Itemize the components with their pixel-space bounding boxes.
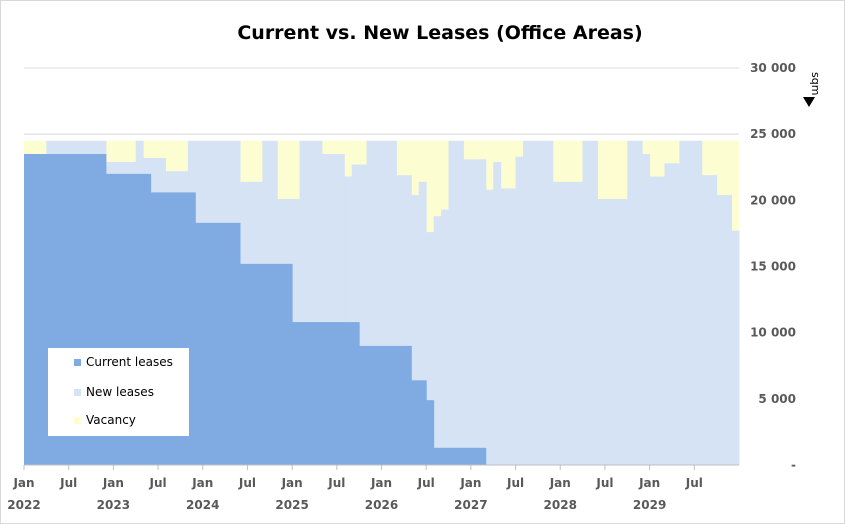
current-leases-step	[426, 400, 435, 465]
new-leases-step	[418, 181, 427, 465]
x-tick-label-year: 2027	[454, 498, 487, 512]
new-leases-step	[500, 188, 517, 465]
legend-label-current: Current leases	[86, 355, 173, 369]
y-tick-label: 10 000	[750, 326, 796, 340]
y-tick-label: 5 000	[758, 392, 796, 406]
x-tick-label-month: Jan	[370, 476, 392, 490]
current-leases-step	[292, 322, 360, 465]
legend: Current leases New leases Vacancy	[48, 348, 189, 436]
chart-title: Current vs. New Leases (Office Areas)	[237, 22, 643, 44]
x-tick-label-month: Jan	[459, 476, 481, 490]
new-leases-step	[716, 195, 733, 466]
new-leases-step	[411, 195, 420, 466]
x-tick-label-year: 2025	[275, 498, 308, 512]
new-leases-step	[597, 199, 628, 465]
unit-label: sqm	[809, 72, 822, 96]
x-tick-label-year: 2022	[7, 498, 40, 512]
x-tick-label-year: 2024	[186, 498, 219, 512]
new-leases-step	[582, 140, 598, 466]
new-leases-step	[523, 140, 554, 466]
x-tick-label-year: 2026	[365, 498, 398, 512]
y-tick-label: -	[791, 458, 796, 472]
new-leases-step	[515, 156, 524, 465]
new-leases-step	[463, 159, 487, 465]
new-leases-step	[664, 163, 680, 465]
y-tick-label: 25 000	[750, 127, 796, 141]
x-tick-label-month: Jan	[638, 476, 660, 490]
x-tick-label-month: Jan	[102, 476, 124, 490]
x-tick-label-year: 2023	[97, 498, 130, 512]
y-tick-label: 15 000	[750, 260, 796, 274]
x-tick-label-month: Jan	[191, 476, 213, 490]
new-leases-step	[448, 140, 464, 466]
new-leases-step	[433, 216, 442, 465]
x-tick-label-month: Jan	[12, 476, 34, 490]
x-tick-label-month: Jul	[59, 476, 77, 490]
legend-label-vacancy: Vacancy	[86, 413, 136, 427]
new-leases-step	[701, 175, 718, 465]
new-leases-step	[649, 176, 666, 465]
legend-item-new: New leases	[48, 383, 154, 401]
legend-item-vacancy: Vacancy	[48, 411, 136, 429]
legend-label-new: New leases	[86, 385, 154, 399]
y-tick-label: 30 000	[750, 61, 796, 75]
current-leases-step	[239, 263, 293, 465]
unit-arrow-icon	[803, 97, 815, 107]
current-leases-step	[359, 345, 412, 465]
new-leases-step	[441, 209, 450, 465]
new-leases-step	[679, 140, 703, 466]
x-tick-label-month: Jul	[685, 476, 703, 490]
x-tick-label-month: Jul	[327, 476, 345, 490]
legend-swatch-vacancy	[74, 416, 81, 424]
new-leases-step	[426, 232, 435, 465]
x-tick-label-month: Jan	[281, 476, 303, 490]
legend-item-current: Current leases	[48, 353, 173, 371]
current-leases-step	[195, 222, 241, 465]
x-tick-label-year: 2029	[633, 498, 666, 512]
legend-swatch-current	[74, 358, 81, 366]
x-tick-label-month: Jul	[506, 476, 524, 490]
new-leases-step	[552, 181, 584, 465]
x-tick-label-year: 2028	[544, 498, 577, 512]
x-tick-label-month: Jul	[595, 476, 613, 490]
current-leases-step	[433, 447, 487, 465]
current-leases-step	[411, 380, 427, 465]
new-leases-step	[627, 140, 643, 466]
x-tick-label-month: Jul	[238, 476, 256, 490]
new-leases-step	[344, 176, 353, 465]
new-leases-step	[642, 154, 651, 465]
x-tick-label-month: Jul	[417, 476, 435, 490]
legend-swatch-new	[74, 388, 81, 396]
new-leases-step	[731, 230, 740, 465]
new-leases-step	[493, 161, 502, 465]
x-tick-label-month: Jul	[149, 476, 167, 490]
y-tick-label: 20 000	[750, 193, 796, 207]
x-tick-label-month: Jan	[549, 476, 571, 490]
new-leases-step	[485, 189, 494, 465]
